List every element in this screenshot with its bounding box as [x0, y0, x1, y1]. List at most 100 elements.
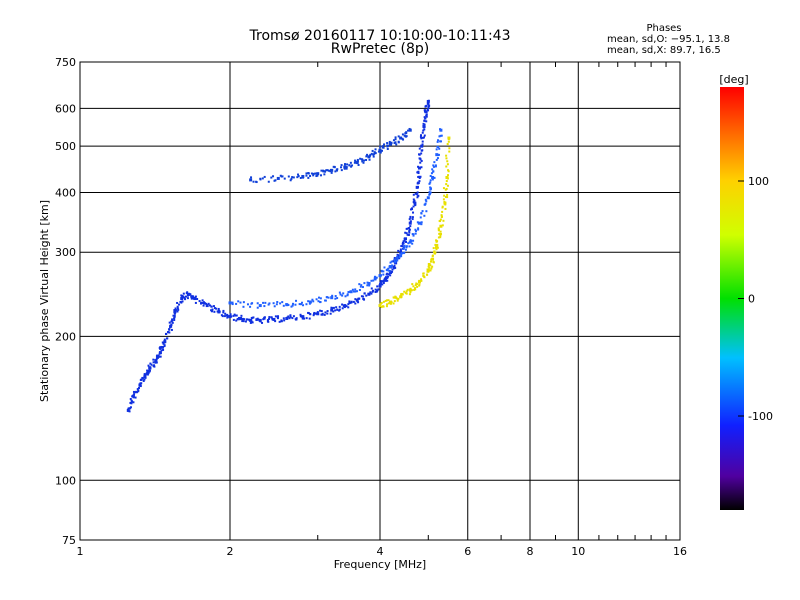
data-point	[390, 264, 393, 267]
data-point	[155, 355, 158, 358]
data-point	[296, 176, 299, 179]
data-point	[425, 273, 428, 276]
data-point	[321, 312, 324, 315]
data-point	[387, 302, 390, 305]
data-point	[360, 295, 363, 298]
data-point	[338, 308, 341, 311]
data-point	[413, 201, 417, 205]
data-point	[292, 315, 295, 318]
data-point	[326, 169, 329, 172]
data-point	[419, 161, 422, 164]
data-point	[377, 288, 380, 291]
data-point	[396, 259, 399, 262]
data-point	[329, 312, 332, 315]
data-point	[445, 180, 448, 183]
data-point	[324, 311, 327, 314]
data-point	[418, 279, 421, 282]
data-point	[360, 284, 363, 287]
data-point	[392, 267, 395, 270]
data-point	[334, 170, 337, 173]
data-point	[375, 289, 378, 292]
data-point	[391, 270, 394, 273]
data-point	[173, 312, 176, 315]
data-point	[282, 317, 285, 320]
data-point	[213, 307, 216, 310]
data-point	[437, 146, 440, 149]
data-point	[374, 148, 377, 151]
data-point	[424, 198, 427, 201]
data-point	[148, 370, 151, 373]
data-point	[392, 296, 395, 299]
data-point	[381, 149, 384, 152]
data-point	[184, 295, 187, 298]
data-point	[429, 191, 432, 194]
data-point	[435, 153, 439, 157]
data-point	[283, 319, 286, 322]
phase-box-heading: Phases	[646, 23, 681, 34]
data-point	[228, 301, 232, 305]
data-point	[425, 104, 428, 107]
data-point	[406, 227, 409, 230]
data-point	[367, 155, 371, 159]
tick-labels: 1 2 4 6 8 10 16 75 100 200 300 400 500 600 750	[55, 56, 687, 558]
data-point	[444, 196, 447, 199]
data-point	[258, 318, 262, 322]
data-point	[339, 166, 342, 169]
data-point	[291, 304, 294, 307]
data-point	[222, 309, 225, 312]
data-point	[424, 202, 427, 205]
data-point	[439, 230, 442, 233]
data-point	[417, 175, 420, 178]
data-point	[437, 139, 440, 142]
data-point	[371, 290, 374, 293]
data-point	[430, 258, 433, 261]
x-tick-label: 4	[377, 545, 384, 558]
data-point	[386, 303, 389, 306]
data-point	[180, 297, 184, 301]
colorbar-ticks: 100 0 -100	[738, 175, 773, 423]
data-point	[239, 316, 243, 320]
data-point	[362, 295, 365, 298]
data-point	[422, 122, 425, 125]
data-point	[141, 376, 144, 379]
data-layer	[126, 99, 451, 413]
data-point	[317, 300, 320, 303]
data-point	[438, 232, 441, 235]
data-point	[311, 298, 314, 301]
data-point	[412, 205, 415, 208]
data-point	[162, 348, 165, 351]
data-point	[301, 315, 305, 319]
data-point	[126, 408, 130, 412]
data-point	[325, 169, 328, 172]
data-point	[374, 291, 377, 294]
data-point	[382, 305, 385, 308]
data-point	[176, 301, 179, 304]
data-point	[287, 175, 290, 178]
data-point	[330, 308, 334, 312]
data-point	[363, 298, 366, 301]
data-point	[305, 172, 308, 175]
data-point	[434, 246, 437, 249]
data-point	[346, 293, 349, 296]
data-point	[447, 169, 450, 172]
data-point	[290, 305, 293, 308]
y-axis-label: Stationary phase Virtual Height [km]	[38, 200, 51, 402]
data-point	[323, 313, 326, 316]
data-point	[427, 106, 430, 109]
data-point	[394, 295, 397, 298]
data-point	[417, 228, 420, 231]
data-point	[330, 171, 333, 174]
data-point	[261, 177, 264, 180]
data-point	[358, 297, 361, 300]
data-point	[373, 151, 376, 154]
data-point	[237, 300, 240, 303]
data-point	[160, 346, 163, 349]
data-point	[246, 303, 249, 306]
data-point	[168, 328, 171, 331]
data-point	[152, 361, 155, 364]
data-point	[170, 323, 173, 326]
data-point	[168, 321, 171, 324]
data-point	[146, 373, 149, 376]
data-point	[305, 174, 308, 177]
x-axis-label: Frequency [MHz]	[334, 558, 426, 571]
